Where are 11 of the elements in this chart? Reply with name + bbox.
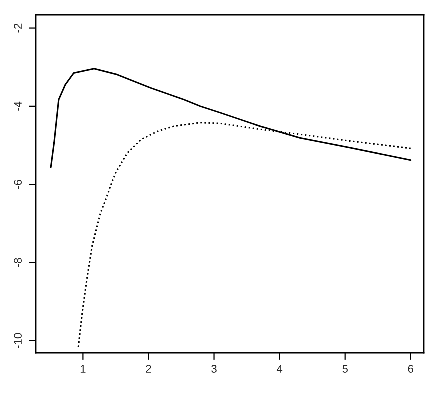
x-tick-label: 4 bbox=[276, 365, 283, 373]
y-tick-label: -2 bbox=[14, 24, 22, 33]
x-tick-label: 1 bbox=[80, 365, 86, 373]
x-tick-label: 6 bbox=[408, 365, 414, 373]
x-tick-label: 3 bbox=[212, 365, 217, 373]
y-tick-label: -10 bbox=[14, 333, 22, 348]
y-tick-label: -4 bbox=[14, 102, 22, 111]
x-tick-label: 2 bbox=[146, 365, 152, 373]
y-tick-label: -6 bbox=[14, 180, 22, 190]
x-tick-label: 5 bbox=[342, 365, 348, 373]
y-tick-label: -8 bbox=[14, 258, 22, 268]
